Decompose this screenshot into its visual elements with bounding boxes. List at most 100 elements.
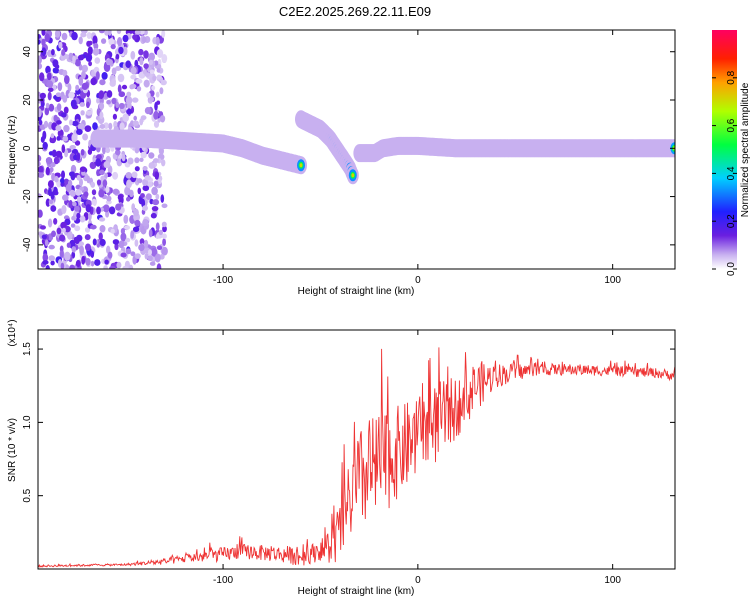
spectrogram-cell xyxy=(125,172,132,179)
spectrogram-cell xyxy=(65,183,72,193)
spectrogram-cell xyxy=(64,148,69,158)
spectrogram-cell xyxy=(127,157,134,165)
spectrogram-cell xyxy=(99,238,106,247)
spectrogram-cell xyxy=(59,245,64,253)
colorbar-ticks: 0.0 0.2 0.4 0.6 0.8 xyxy=(712,70,737,276)
spectrogram-cell xyxy=(96,97,100,104)
spectrogram-cell xyxy=(161,233,167,239)
spectrogram-cell xyxy=(149,69,155,75)
spectrogram-cell xyxy=(52,67,57,74)
spectrogram-cell xyxy=(106,195,112,202)
spectrogram-cell xyxy=(154,253,161,263)
tick-label: 0 xyxy=(415,575,421,586)
spectrogram-cell xyxy=(74,140,81,146)
spectrogram-cell xyxy=(38,34,41,39)
spectrogram-cell xyxy=(62,194,69,201)
tick-label: 0.8 xyxy=(726,70,737,84)
colorbar-label: Normalized spectral amplitude xyxy=(740,82,750,217)
spectrogram-cell xyxy=(158,229,163,236)
spectrogram-cell xyxy=(73,236,78,244)
spectrogram-cell xyxy=(76,174,81,181)
spectrogram-cell xyxy=(54,175,59,183)
spectrogram-cell xyxy=(111,97,117,105)
spectrogram-cell xyxy=(86,32,92,39)
spectrogram-cell xyxy=(63,54,69,59)
spectrogram-cell xyxy=(130,251,136,257)
spectrogram-cell xyxy=(81,255,86,265)
spectrogram-cell xyxy=(111,67,117,76)
spectrogram-cell xyxy=(55,92,62,97)
spectrogram-cell xyxy=(125,60,131,68)
spectrogram-cell xyxy=(43,120,49,128)
spectrogram-cell xyxy=(41,47,47,57)
spectrogram-cell xyxy=(92,238,97,246)
spectrogram-cell xyxy=(131,97,139,103)
tick-label: 100 xyxy=(604,575,621,586)
spectrogram-cell xyxy=(152,75,157,82)
spectrogram-cell xyxy=(130,66,137,75)
spectrogram-cell xyxy=(47,218,53,228)
spectrogram-cell xyxy=(143,50,149,59)
spectrogram-cell xyxy=(56,227,62,235)
spectrogram-cell xyxy=(115,53,120,60)
snr-y-axis-label: SNR (10 * v/v) xyxy=(7,418,18,482)
spectrogram-cell xyxy=(42,141,48,150)
spectrogram-cell xyxy=(69,264,75,269)
spectrogram-cell xyxy=(103,265,108,269)
spectrogram-cell xyxy=(98,189,105,198)
spectrogram-cell xyxy=(119,122,125,131)
spectrogram-cell xyxy=(68,200,73,209)
snr-y-scale-label: (x10⁴) xyxy=(7,319,18,346)
spectrogram-cell xyxy=(48,199,54,205)
spectrogram-cell xyxy=(67,83,72,92)
spectrogram-cell xyxy=(123,46,128,56)
spectrogram-cell xyxy=(103,161,111,169)
spectrogram-cell xyxy=(44,33,50,42)
spectrogram-cell xyxy=(74,58,81,67)
spectrogram-cell xyxy=(41,30,46,36)
spectrogram-cell xyxy=(134,59,139,68)
spectrogram-cell xyxy=(118,102,125,110)
spectrogram-cell xyxy=(161,30,166,38)
spectrogram-cell xyxy=(138,48,144,56)
spectrogram-cell xyxy=(122,265,129,269)
spectrogram-cell xyxy=(38,108,42,118)
spectrogram-cell xyxy=(158,147,164,155)
spectrogram-cell xyxy=(70,223,76,228)
spectrogram-cell xyxy=(125,96,133,105)
spectrogram-cell xyxy=(99,79,106,86)
spectrogram-cell xyxy=(160,115,166,123)
spectrogram-cell xyxy=(90,224,97,230)
spectrogram-cell xyxy=(144,107,152,115)
spectrogram-cell xyxy=(68,91,75,99)
spectrogram-cell xyxy=(160,194,165,203)
spectrogram-cell xyxy=(106,90,113,98)
spectrogram-cell xyxy=(38,63,43,70)
spectrogram-cell xyxy=(139,157,144,162)
spectrogram-cell xyxy=(99,111,104,120)
spectrogram-cell xyxy=(107,251,113,259)
spectrogram-cell xyxy=(85,258,91,266)
spectrogram-cell xyxy=(156,263,162,269)
spectrogram-cell xyxy=(92,35,98,45)
spectrogram-cell xyxy=(71,31,78,41)
spectrogram-cell xyxy=(155,91,160,98)
spectrogram-cell xyxy=(40,225,46,230)
spectrogram-cell xyxy=(38,161,41,167)
spectrogram-cell xyxy=(130,230,135,239)
spectrogram-cell xyxy=(80,32,87,38)
spectrogram-cell xyxy=(117,37,123,47)
spectrogram-cell xyxy=(148,162,155,169)
spectrogram-y-axis-label: Frequency (Hz) xyxy=(7,116,18,185)
spectrogram-cell xyxy=(112,188,120,195)
spectrogram-cell xyxy=(153,120,160,128)
spectrogram-cell xyxy=(62,95,68,103)
spectrogram-cell xyxy=(139,30,145,35)
spectrogram-cell xyxy=(105,147,111,154)
spectrogram-cell xyxy=(118,91,126,98)
spectrogram-cell xyxy=(151,186,158,196)
spectrogram-cell xyxy=(84,227,91,233)
spectrogram-cell xyxy=(93,42,99,50)
spectrogram-cell xyxy=(108,38,115,46)
